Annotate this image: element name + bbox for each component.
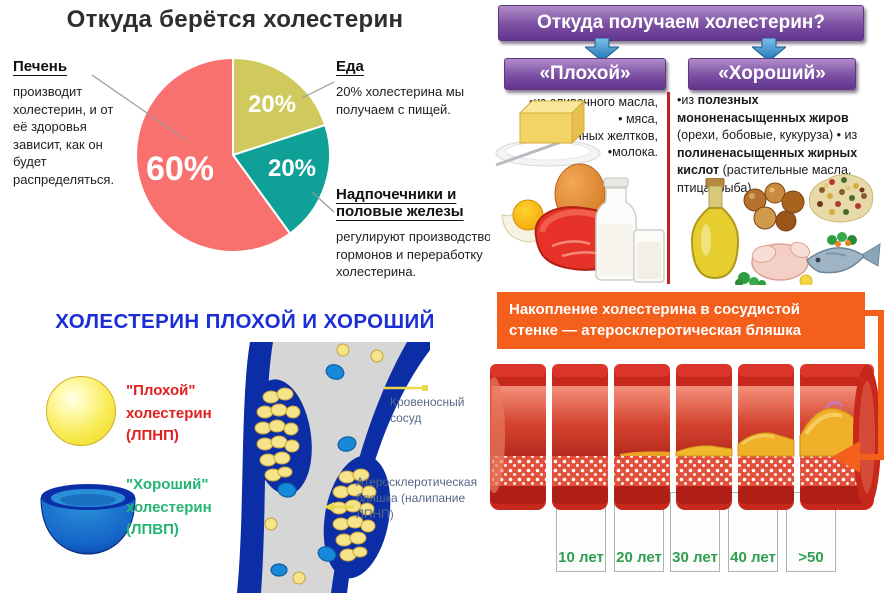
artery-segment	[490, 364, 546, 510]
legend-liver-heading: Печень	[13, 58, 68, 75]
sources-title: Откуда получаем холестерин?	[498, 5, 864, 41]
timeline-label: 40 лет	[730, 549, 776, 566]
list-item: • мяса,	[618, 111, 658, 126]
hdl-label: "Хороший" холестерин (ЛПВП)	[126, 474, 212, 542]
timeline-label: 30 лет	[672, 549, 718, 566]
bad-sources-list: •из сливочного масла, • мяса, •яичных же…	[508, 94, 658, 161]
artery-segment	[614, 364, 670, 510]
arrow-down-icon	[752, 38, 786, 61]
nuts-icon	[743, 182, 805, 232]
bad-cholesterol-badge: «Плохой»	[504, 58, 666, 90]
olive-oil-icon	[690, 178, 740, 280]
legend-food: Еда 20% холестерина мы получаем с пищей.	[336, 58, 486, 118]
fish-icon	[806, 232, 881, 274]
legend-glands-heading: Надпочечники и половые железы	[336, 186, 464, 220]
panel-sources: Откуда получаем холестерин? «Плохой» «Хо…	[490, 0, 890, 285]
text-segment: •из	[677, 93, 698, 107]
label-line: Атеросклеротическая	[356, 475, 478, 489]
panel-types: ХОЛЕСТЕРИН ПЛОХОЙ И ХОРОШИЙ "Плохой" хол…	[0, 300, 490, 593]
leader-line-food	[301, 81, 335, 99]
timeline-item: 40 лет	[728, 492, 778, 572]
pie-value-glands: 20%	[268, 155, 316, 182]
pie-value-food: 20%	[248, 91, 296, 118]
good-cholesterol-badge: «Хороший»	[688, 58, 856, 90]
legend-glands: Надпочечники и половые железы регулируют…	[336, 186, 490, 281]
plaque-annotation: Атеросклеротическая бляшка (налипание ЛП…	[356, 474, 477, 523]
text-segment: полезных мононенасыщенных жиров	[677, 93, 849, 125]
good-sources-text: •из полезных мононенасыщенных жиров (оре…	[677, 92, 879, 197]
panel-pie-origin: Откуда берётся холестерин 60% 20% 20% Пе…	[0, 0, 490, 300]
label-line: холестерин	[126, 404, 212, 422]
legend-food-heading: Еда	[336, 58, 364, 75]
label-line: "Плохой"	[126, 382, 196, 399]
artery-segment	[552, 364, 608, 510]
label-line: Кровеносный	[390, 395, 465, 409]
text-segment: • из	[836, 128, 858, 142]
artery-segment	[737, 364, 795, 510]
list-item: •молока.	[607, 145, 658, 160]
milk-icon	[595, 177, 665, 283]
ldl-sphere	[46, 376, 116, 446]
legend-liver: Печень производит холестерин, и от её зд…	[13, 58, 131, 188]
artery-segment	[675, 364, 733, 510]
column-divider	[667, 92, 670, 284]
vessel-annotation: Кровеносный сосуд	[390, 394, 465, 426]
butter-icon	[495, 99, 601, 167]
text-segment: (орехи, бобовые, кукуруза)	[677, 128, 837, 142]
pie-chart: 60% 20% 20%	[91, 56, 335, 253]
label-line: холестерин	[126, 498, 212, 516]
legend-food-body: 20% холестерина мы получаем с пищей.	[336, 84, 465, 117]
label-line: бляшка (налипание	[356, 491, 466, 506]
chicken-icon	[735, 241, 813, 285]
timeline-label: 20 лет	[616, 549, 662, 566]
leader-line-liver	[91, 74, 187, 141]
pie-slice-food	[232, 56, 327, 157]
pie-slice-glands	[231, 123, 331, 235]
label-line: (ЛПНП)	[126, 427, 179, 444]
seeds-mix-icon	[808, 174, 874, 223]
timeline-label: >50	[798, 549, 824, 566]
blood-vessel-illustration	[237, 342, 430, 593]
legend-liver-body: производит холестерин, и от её здоровья …	[13, 84, 115, 187]
panel-plaque-timeline: 10 лет 20 лет 30 лет 40 лет >50	[490, 285, 890, 593]
pie-slice-liver	[135, 56, 292, 253]
ldl-label: "Плохой" холестерин (ЛПНП)	[126, 380, 212, 448]
label-line: ЛПНП)	[356, 507, 394, 522]
artery-segment	[799, 364, 881, 510]
plaque-title: Накопление холестерина в сосудистой стен…	[497, 292, 865, 350]
artery-illustration	[490, 364, 881, 510]
pie-value-liver: 60%	[146, 150, 214, 188]
arrow-down-icon	[585, 38, 619, 61]
leader-line-glands	[311, 191, 335, 213]
timeline-label: 10 лет	[558, 549, 604, 566]
text-segment: полиненасыщенных жирных кислот	[677, 145, 858, 178]
label-line: "Хороший"	[126, 476, 209, 493]
hdl-bowl	[40, 484, 136, 555]
label-line: сосуд	[390, 411, 422, 426]
label-line: (ЛПВП)	[126, 521, 179, 538]
types-title: ХОЛЕСТЕРИН ПЛОХОЙ И ХОРОШИЙ	[55, 310, 435, 333]
pie-panel-title: Откуда берётся холестерин	[66, 6, 404, 33]
legend-glands-body: регулируют производство гормонов и перер…	[336, 229, 490, 280]
